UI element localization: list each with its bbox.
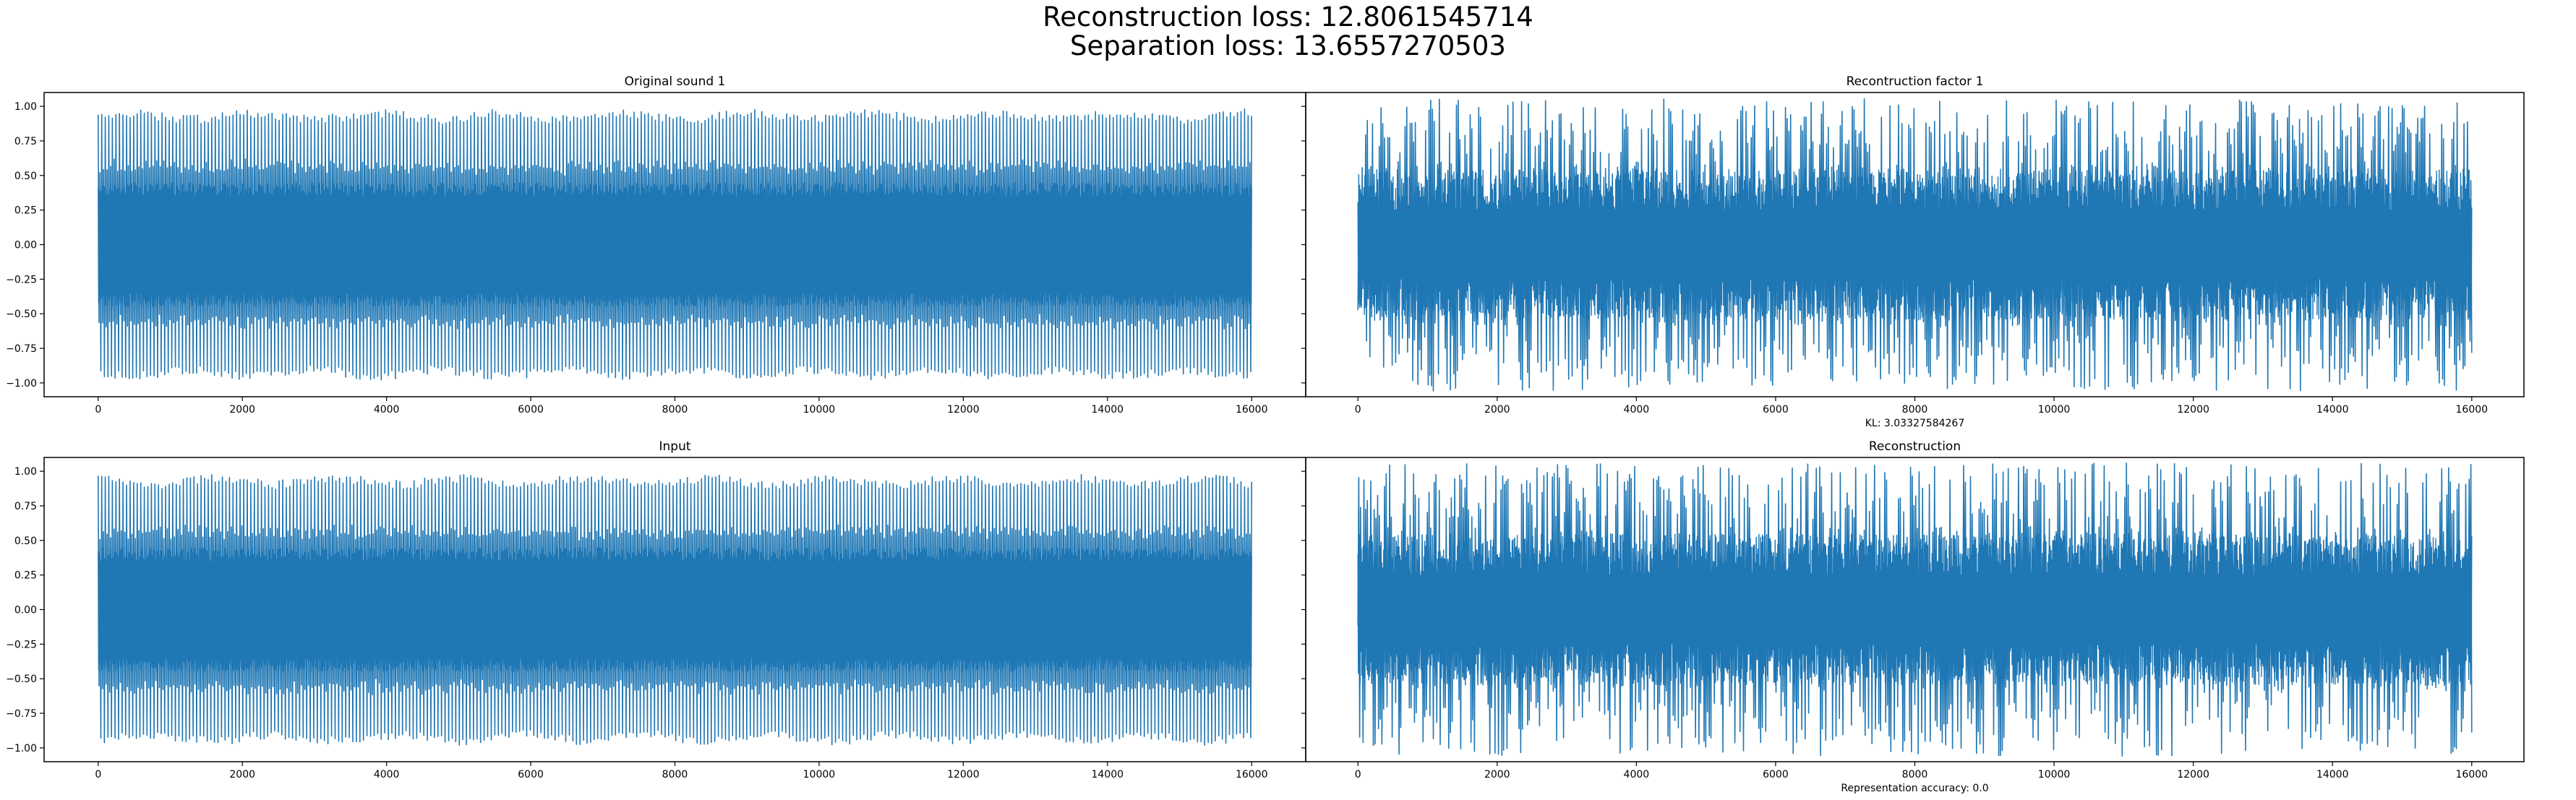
panel-3-ytick-label: −0.75 — [6, 708, 37, 720]
panel-2-xtick-label: 16000 — [2456, 404, 2489, 416]
panel-1-xtick-label: 8000 — [662, 404, 688, 416]
panel-1-ytick-label: 0.75 — [14, 136, 37, 147]
panel-3-xtick-label: 12000 — [947, 769, 980, 780]
panel-2-xlabel: KL: 3.03327584267 — [1865, 418, 1964, 429]
panel-1-series-core — [98, 182, 1252, 307]
panel-2-xtick-label: 8000 — [1902, 404, 1928, 416]
panel-4-xtick-label: 0 — [1355, 769, 1361, 780]
panel-3-series-core — [98, 547, 1252, 672]
panel-3-ytick-label: −1.00 — [6, 743, 37, 754]
panel-3-xtick-label: 0 — [95, 769, 101, 780]
panel-3-xtick-label: 8000 — [662, 769, 688, 780]
panel-3-xtick-label: 14000 — [1092, 769, 1124, 780]
panel-3-ytick-label: 1.00 — [14, 466, 37, 478]
panel-3-ytick-label: −0.50 — [6, 674, 37, 685]
panel-4-xtick-label: 6000 — [1763, 769, 1789, 780]
panel-2-xtick-label: 6000 — [1763, 404, 1789, 416]
panel-3-xtick-label: 10000 — [803, 769, 836, 780]
panel-3-ytick-label: 0.50 — [14, 536, 37, 547]
panel-1-ytick-label: 0.50 — [14, 171, 37, 182]
panel-4-xtick-label: 12000 — [2177, 769, 2209, 780]
panel-4-xtick-label: 10000 — [2038, 769, 2071, 780]
panel-1-title: Original sound 1 — [625, 74, 726, 89]
panel-3: Input 0 2000 4000 6000 8000 10000 12000 14000 160… — [6, 439, 1306, 780]
panel-2: Recontruction factor 1 0 2000 4000 6000 8000 1… — [1301, 74, 2525, 429]
panel-2-xtick-label: 0 — [1355, 404, 1361, 416]
panel-1: Original sound 1 0 2000 4000 6000 8000 10000 12… — [6, 74, 1306, 416]
panel-2-xtick-label: 14000 — [2316, 404, 2349, 416]
panel-1-ytick-label: 1.00 — [14, 101, 37, 113]
panel-1-xtick-label: 0 — [95, 404, 101, 416]
panel-1-xtick-label: 16000 — [1236, 404, 1268, 416]
figure-suptitle-line-2: Separation loss: 13.6557270503 — [1070, 30, 1506, 61]
panel-3-title: Input — [659, 439, 690, 454]
panel-3-ytick-label: −0.25 — [6, 639, 37, 650]
panel-3-ytick-label: 0.25 — [14, 570, 37, 582]
panel-2-xtick-label: 2000 — [1484, 404, 1510, 416]
panel-4-xtick-label: 2000 — [1484, 769, 1510, 780]
panel-3-xtick-label: 4000 — [374, 769, 400, 780]
panel-2-xtick-label: 10000 — [2038, 404, 2071, 416]
panel-2-xtick-label: 4000 — [1624, 404, 1650, 416]
panel-3-xtick-label: 16000 — [1236, 769, 1268, 780]
panel-1-ytick-label: −1.00 — [6, 378, 37, 390]
panel-4-series-core — [1357, 533, 2473, 686]
panel-1-xtick-label: 10000 — [803, 404, 836, 416]
panel-2-xtick-label: 12000 — [2177, 404, 2209, 416]
panel-3-ytick-label: 0.75 — [14, 501, 37, 512]
panel-1-ytick-label: −0.50 — [6, 309, 37, 320]
panel-3-ytick-label: 0.00 — [14, 605, 37, 616]
panel-2-title: Recontruction factor 1 — [1847, 74, 1984, 89]
panel-4-series-line — [1357, 463, 2473, 757]
panel-1-xtick-label: 14000 — [1092, 404, 1124, 416]
panel-4-title: Reconstruction — [1869, 439, 1961, 454]
panel-4-xtick-label: 14000 — [2316, 769, 2349, 780]
panel-1-ytick-label: −0.75 — [6, 343, 37, 355]
panel-4-xtick-label: 8000 — [1902, 769, 1928, 780]
panel-4-xlabel: Representation accuracy: 0.0 — [1841, 783, 1988, 794]
panel-4-xtick-label: 16000 — [2456, 769, 2489, 780]
panel-4-xtick-label: 4000 — [1624, 769, 1650, 780]
panel-1-xtick-label: 4000 — [374, 404, 400, 416]
figure-suptitle-line-1: Reconstruction loss: 12.8061545714 — [1043, 1, 1533, 33]
panel-1-ytick-label: 0.25 — [14, 205, 37, 217]
panel-4: Reconstruction 0 2000 4000 6000 8000 10000 1200… — [1301, 439, 2525, 794]
panel-3-xtick-label: 6000 — [518, 769, 544, 780]
panel-2-series-core — [1357, 168, 2473, 321]
panel-1-xtick-label: 6000 — [518, 404, 544, 416]
panel-1-xtick-label: 2000 — [229, 404, 255, 416]
panel-1-ytick-label: −0.25 — [6, 274, 37, 285]
panel-3-xtick-label: 2000 — [229, 769, 255, 780]
panel-1-xtick-label: 12000 — [947, 404, 980, 416]
panel-1-ytick-label: 0.00 — [14, 240, 37, 251]
